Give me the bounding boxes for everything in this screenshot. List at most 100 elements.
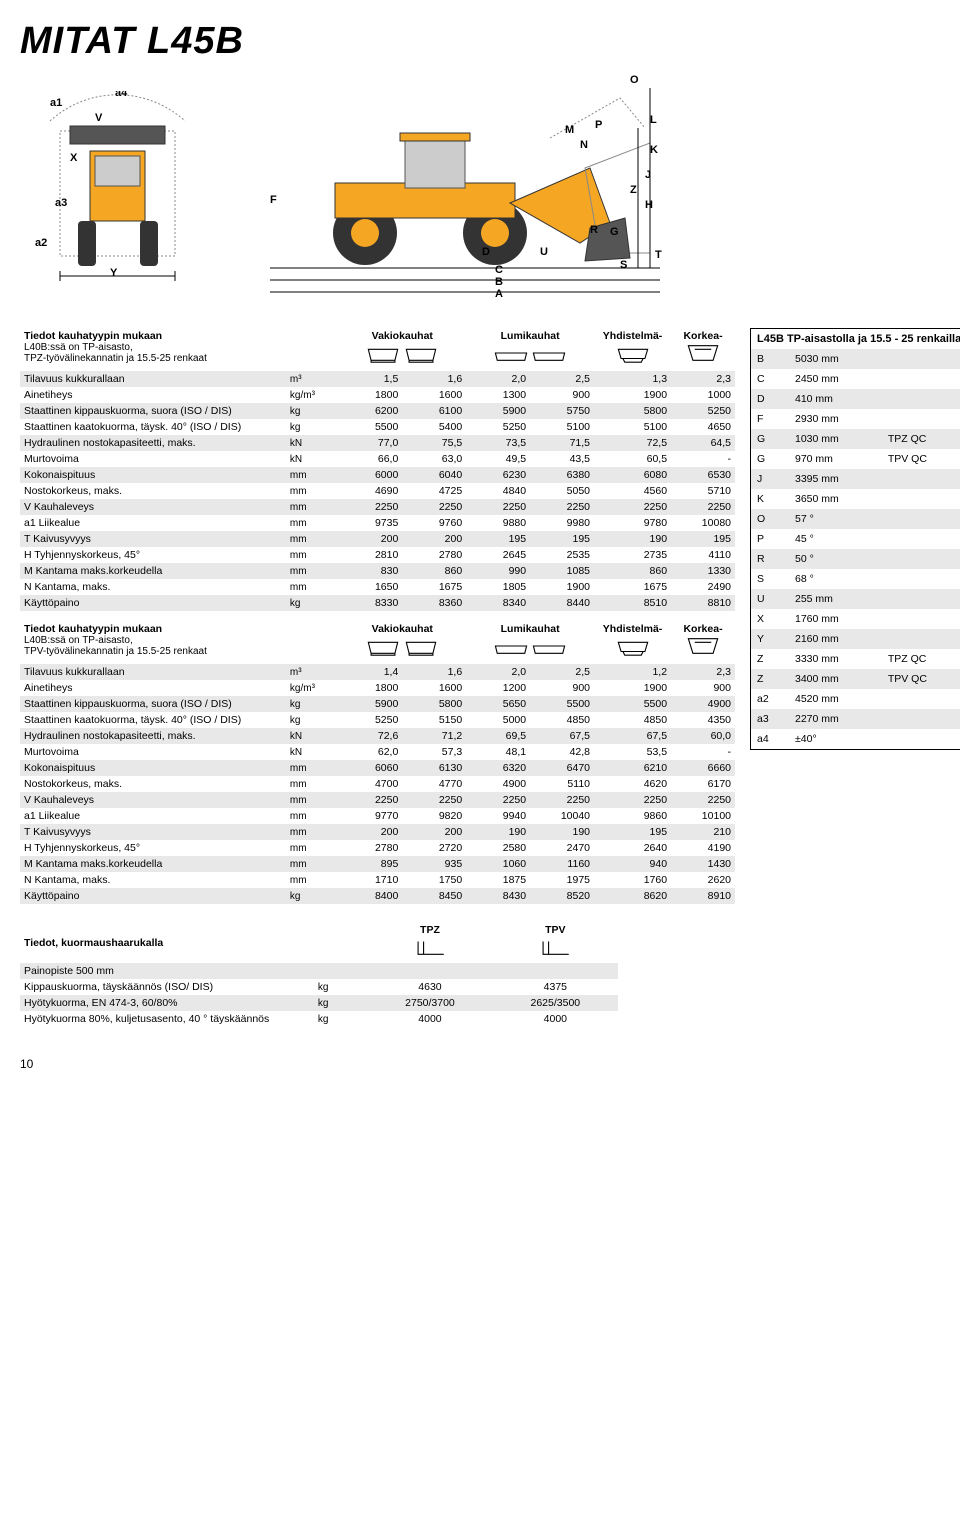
cell: 2250	[338, 792, 402, 808]
dim-label: V	[95, 112, 103, 124]
dim-val: 970 mm	[789, 449, 882, 469]
cell: 2250	[466, 792, 530, 808]
row-label: Hydraulinen nostokapasiteetti, maks.	[20, 435, 286, 451]
dim-label: P	[595, 119, 602, 131]
dim-label: Y	[110, 267, 118, 279]
cell: 4000	[367, 1011, 492, 1027]
diagrams-row: a1a4VXa3a2Y OMPLNKJZHFDURGTSCBA	[20, 73, 940, 308]
table-row: a1 Liikealuemm97709820994010040986010100	[20, 808, 735, 824]
cell: 5250	[671, 403, 735, 419]
dim-label: X	[70, 152, 78, 164]
row-label: V Kauhaleveys	[20, 792, 286, 808]
dim-label: D	[482, 246, 490, 258]
cell: 69,5	[466, 728, 530, 744]
cell: 2250	[594, 792, 671, 808]
table-row: V Kauhaleveysmm225022502250225022502250	[20, 499, 735, 515]
cell: 895	[338, 856, 402, 872]
col-header: Korkea-	[671, 621, 735, 664]
cell: 9735	[338, 515, 402, 531]
cell: 8440	[530, 595, 594, 611]
col-header: TPV	[493, 922, 618, 963]
dim-val: 255 mm	[789, 589, 882, 609]
row-label: Tilavuus kukkurallaan	[20, 371, 286, 387]
cell: 4375	[493, 979, 618, 995]
dim-val: 2160 mm	[789, 629, 882, 649]
cell: 1800	[338, 387, 402, 403]
cell: 5150	[402, 712, 466, 728]
table-row: Tilavuus kukkurallaanm³1,41,62,02,51,22,…	[20, 664, 735, 680]
cell: 830	[338, 563, 402, 579]
cell: 5500	[594, 696, 671, 712]
cell: 935	[402, 856, 466, 872]
cell: 190	[530, 824, 594, 840]
cell: 1000	[671, 387, 735, 403]
row-unit: kg	[286, 419, 338, 435]
row-label: Staattinen kippauskuorma, suora (ISO / D…	[20, 403, 286, 419]
row-unit: mm	[286, 563, 338, 579]
cell: 2750/3700	[367, 995, 492, 1011]
row-unit: mm	[286, 547, 338, 563]
dim-extra: TPV QC	[882, 449, 960, 469]
row-label: a1 Liikealue	[20, 808, 286, 824]
row-label: M Kantama maks.korkeudella	[20, 563, 286, 579]
side-table-title: L45B TP-aisastolla ja 15.5 - 25 renkaill…	[751, 329, 960, 350]
row-label: Kippauskuorma, täyskäännös (ISO/ DIS)	[20, 979, 314, 995]
cell: 195	[466, 531, 530, 547]
dim-val: 3395 mm	[789, 469, 882, 489]
row-unit: mm	[286, 483, 338, 499]
dim-key: F	[751, 409, 790, 429]
cell: 53,5	[594, 744, 671, 760]
table-row: MurtovoimakN66,063,049,543,560,5-	[20, 451, 735, 467]
cell: 75,5	[402, 435, 466, 451]
cell: 4110	[671, 547, 735, 563]
row-label: Staattinen kaatokuorma, täysk. 40° (ISO …	[20, 712, 286, 728]
cell: 2535	[530, 547, 594, 563]
side-row: U255 mm	[751, 589, 960, 609]
cell: 5710	[671, 483, 735, 499]
dim-label: a4	[115, 91, 128, 99]
cell: 1160	[530, 856, 594, 872]
bucket-icon	[492, 342, 530, 364]
cell: 4190	[671, 840, 735, 856]
col-header: Yhdistelmä-	[594, 621, 671, 664]
dim-label: F	[270, 194, 277, 206]
cell: 48,1	[466, 744, 530, 760]
dim-extra	[882, 369, 960, 389]
row-label: N Kantama, maks.	[20, 872, 286, 888]
cell: 4900	[466, 776, 530, 792]
cell: 2250	[594, 499, 671, 515]
cell: 4350	[671, 712, 735, 728]
cell: 57,3	[402, 744, 466, 760]
dim-key: Z	[751, 649, 790, 669]
row-unit: kg/m³	[286, 680, 338, 696]
bucket-icon	[364, 635, 402, 657]
cell: 60,5	[594, 451, 671, 467]
col-header: TPZ	[367, 922, 492, 963]
cell: 9770	[338, 808, 402, 824]
dim-key: J	[751, 469, 790, 489]
col-header: Vakiokauhat	[338, 621, 466, 664]
cell: 2640	[594, 840, 671, 856]
dim-key: R	[751, 549, 790, 569]
table-row: T Kaivusyvyysmm200200195195190195	[20, 531, 735, 547]
side-row: R50 °	[751, 549, 960, 569]
cell: 5050	[530, 483, 594, 499]
cell: 1,5	[338, 371, 402, 387]
row-label: Murtovoima	[20, 451, 286, 467]
row-unit: kg	[314, 979, 367, 995]
cell: 2,3	[671, 371, 735, 387]
cell: 6470	[530, 760, 594, 776]
cell: 4620	[594, 776, 671, 792]
bucket-icon	[402, 342, 440, 364]
cell: 5110	[530, 776, 594, 792]
bucket-icon	[364, 342, 402, 364]
side-row: D410 mm	[751, 389, 960, 409]
diagram-front-view: a1a4VXa3a2Y	[20, 91, 220, 291]
cell: 4700	[338, 776, 402, 792]
cell: 4000	[493, 1011, 618, 1027]
dim-val: 45 °	[789, 529, 882, 549]
dimensions-side-table: L45B TP-aisastolla ja 15.5 - 25 renkaill…	[750, 328, 960, 750]
cell: 4560	[594, 483, 671, 499]
cell: 1060	[466, 856, 530, 872]
table-row: M Kantama maks.korkeudellamm895935106011…	[20, 856, 735, 872]
